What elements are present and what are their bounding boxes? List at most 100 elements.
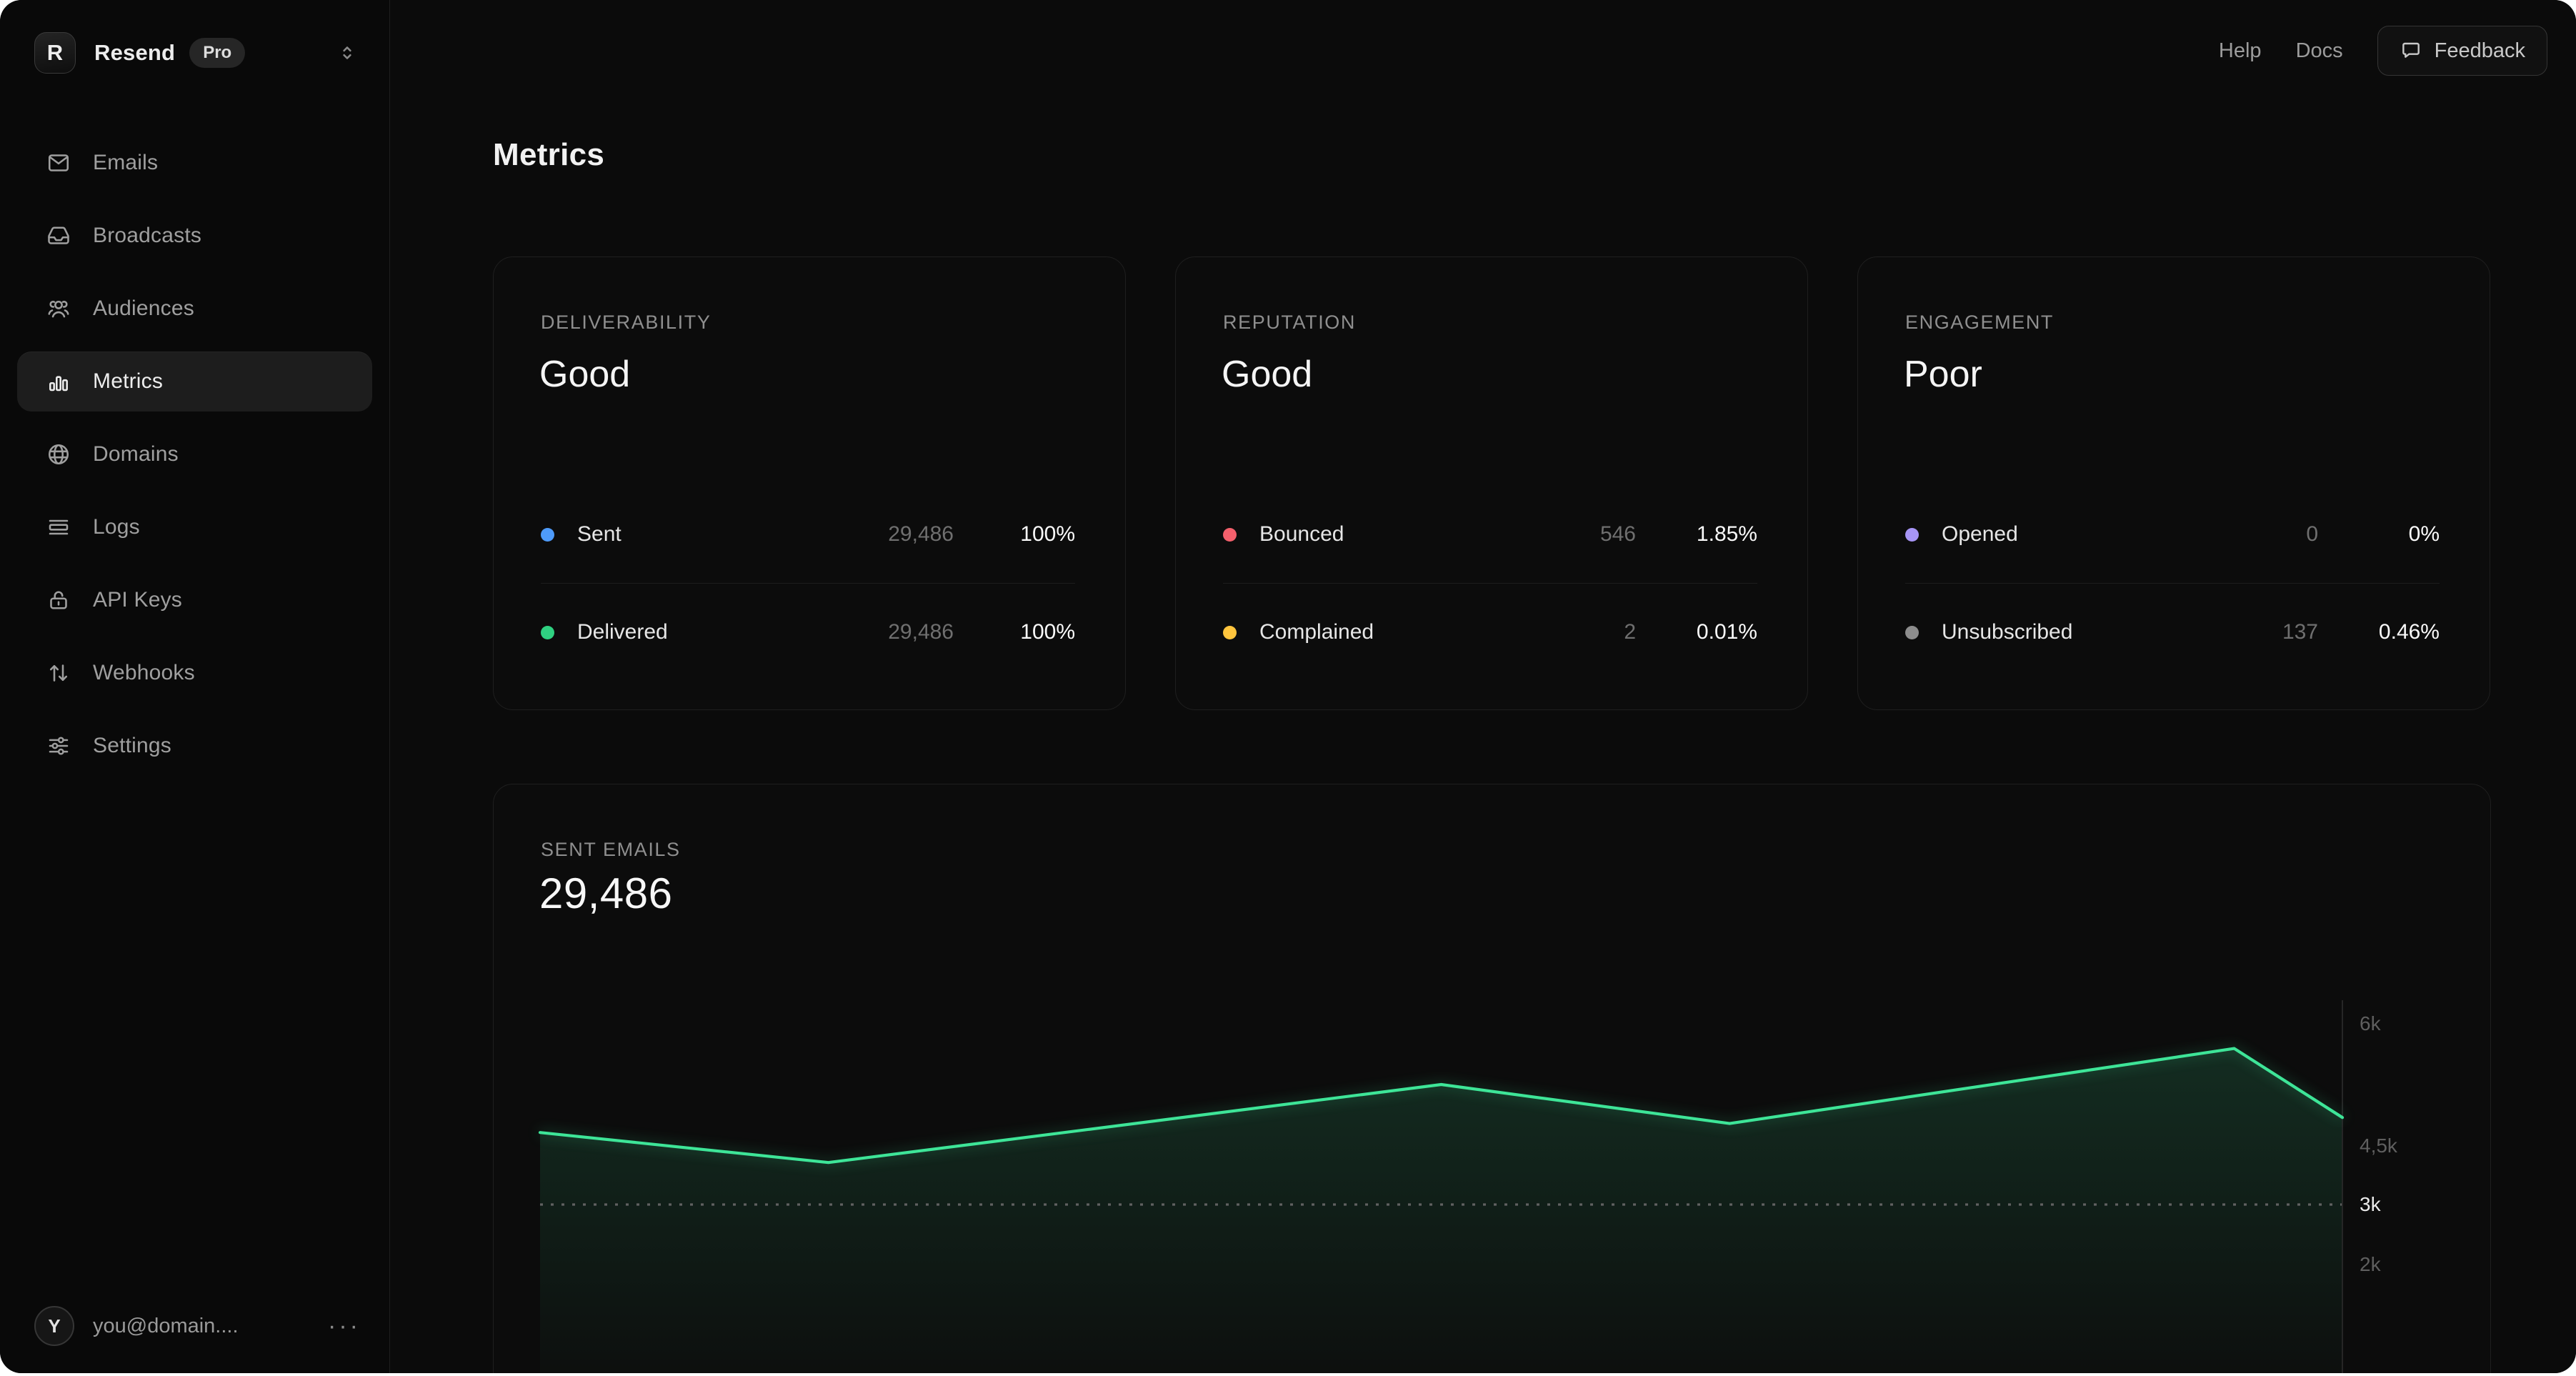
sidebar-item-webhooks[interactable]: Webhooks xyxy=(17,643,372,703)
sidebar-item-domains[interactable]: Domains xyxy=(17,424,372,484)
status-dot-icon xyxy=(1223,625,1237,639)
metric-value: 29,486 xyxy=(888,522,954,546)
metric-card-deliverability: DELIVERABILITY Good Sent 29,486 100% Delivere… xyxy=(493,256,1126,710)
card-status: Poor xyxy=(1904,354,1982,395)
status-dot-icon xyxy=(541,527,554,542)
y-axis-tick: 4,5k xyxy=(2360,1135,2397,1157)
chart-card-category: SENT EMAILS xyxy=(541,839,681,860)
metric-percent: 0% xyxy=(2408,522,2440,546)
metric-label: Bounced xyxy=(1259,522,1344,546)
status-dot-icon xyxy=(1905,527,1919,542)
envelope-icon xyxy=(46,150,71,176)
metric-label: Sent xyxy=(577,522,621,546)
divider xyxy=(1905,583,2440,584)
metric-percent: 0.46% xyxy=(2378,620,2440,644)
workspace-switcher[interactable]: R Resend Pro xyxy=(34,30,358,76)
metric-row: Opened 0 0% xyxy=(1905,500,2440,569)
status-dot-icon xyxy=(1223,527,1237,542)
rows-icon xyxy=(46,514,71,540)
chart-total-value: 29,486 xyxy=(539,869,673,917)
feedback-label: Feedback xyxy=(2434,39,2525,62)
metric-row: Bounced 546 1.85% xyxy=(1223,500,1757,569)
metric-row: Unsubscribed 137 0.46% xyxy=(1905,598,2440,667)
metric-value: 137 xyxy=(2282,620,2318,644)
card-category: ENGAGEMENT xyxy=(1905,311,2055,333)
sidebar-item-label: Metrics xyxy=(93,369,164,393)
status-dot-icon xyxy=(541,625,554,639)
metric-label: Complained xyxy=(1259,620,1374,644)
metric-percent: 100% xyxy=(1020,522,1075,546)
card-rows: Sent 29,486 100% Delivered 29,486 100% xyxy=(541,500,1075,667)
help-link[interactable]: Help xyxy=(2218,39,2262,62)
chat-bubble-icon xyxy=(2400,39,2422,62)
metric-value: 0 xyxy=(2306,522,2318,546)
sidebar-item-logs[interactable]: Logs xyxy=(17,497,372,557)
brand-name: Resend xyxy=(94,40,176,65)
sidebar-item-api-keys[interactable]: API Keys xyxy=(17,570,372,630)
metric-value: 29,486 xyxy=(888,620,954,644)
sidebar-nav: Emails Broadcasts Audiences Metrics Domains L… xyxy=(17,133,372,789)
resend-logo-icon: R xyxy=(34,32,76,74)
sidebar-item-label: Emails xyxy=(93,151,159,174)
y-axis-tick: 3k xyxy=(2360,1193,2381,1215)
area-fill xyxy=(540,1048,2342,1373)
metric-card-reputation: REPUTATION Good Bounced 546 1.85% Complained 2… xyxy=(1175,256,1808,710)
lock-icon xyxy=(46,587,71,613)
metric-label: Delivered xyxy=(577,620,668,644)
page-title: Metrics xyxy=(493,137,605,172)
divider xyxy=(1223,583,1757,584)
y-axis-tick: 6k xyxy=(2360,1012,2381,1035)
user-menu[interactable]: Y you@domain.... ··· xyxy=(34,1303,361,1349)
sliders-icon xyxy=(46,733,71,759)
sidebar-item-broadcasts[interactable]: Broadcasts xyxy=(17,206,372,266)
ellipsis-icon[interactable]: ··· xyxy=(328,1312,361,1340)
sidebar-item-label: Webhooks xyxy=(93,661,195,684)
metric-percent: 100% xyxy=(1020,620,1075,644)
arrows-up-down-icon xyxy=(46,660,71,686)
feedback-button[interactable]: Feedback xyxy=(2377,26,2547,76)
inbox-icon xyxy=(46,223,71,249)
avatar: Y xyxy=(34,1306,74,1346)
plan-badge: Pro xyxy=(189,38,246,68)
metric-row: Sent 29,486 100% xyxy=(541,500,1075,569)
summary-cards: DELIVERABILITY Good Sent 29,486 100% Delivere… xyxy=(493,256,2490,710)
sent-emails-card: SENT EMAILS 29,486 6k 4,5k 3k 2k xyxy=(493,784,2491,1373)
divider xyxy=(541,583,1075,584)
people-icon xyxy=(46,296,71,321)
sidebar-item-metrics[interactable]: Metrics xyxy=(17,352,372,412)
card-rows: Bounced 546 1.85% Complained 2 0.01% xyxy=(1223,500,1757,667)
sidebar-item-label: API Keys xyxy=(93,588,182,612)
sidebar-item-emails[interactable]: Emails xyxy=(17,133,372,193)
unfold-chevron-icon[interactable] xyxy=(336,42,358,64)
sidebar-item-label: Audiences xyxy=(93,296,194,320)
card-status: Good xyxy=(539,354,631,395)
metric-percent: 1.85% xyxy=(1696,522,1757,546)
metric-value: 2 xyxy=(1624,620,1636,644)
y-axis-tick: 2k xyxy=(2360,1253,2381,1275)
user-email: you@domain.... xyxy=(93,1314,239,1337)
metric-value: 546 xyxy=(1599,522,1636,546)
metric-row: Complained 2 0.01% xyxy=(1223,598,1757,667)
sidebar-item-audiences[interactable]: Audiences xyxy=(17,279,372,339)
bar-chart-icon xyxy=(46,369,71,394)
sidebar-item-label: Settings xyxy=(93,734,171,757)
card-category: DELIVERABILITY xyxy=(541,311,712,333)
sidebar-item-settings[interactable]: Settings xyxy=(17,716,372,776)
metric-label: Unsubscribed xyxy=(1942,620,2073,644)
metric-row: Delivered 29,486 100% xyxy=(541,598,1075,667)
metric-percent: 0.01% xyxy=(1696,620,1757,644)
docs-link[interactable]: Docs xyxy=(2295,39,2343,62)
card-status: Good xyxy=(1222,354,1313,395)
status-dot-icon xyxy=(1905,625,1919,639)
sidebar-item-label: Logs xyxy=(93,515,140,539)
sent-emails-line xyxy=(538,1047,2345,1165)
main-content: Help Docs Feedback Metrics DELIVERABILIT… xyxy=(390,0,2576,1373)
sidebar-item-label: Broadcasts xyxy=(93,224,202,247)
sent-emails-chart[interactable] xyxy=(494,984,2490,1373)
metric-card-engagement: ENGAGEMENT Poor Opened 0 0% Unsubscribed 137 0.… xyxy=(1857,256,2490,710)
card-rows: Opened 0 0% Unsubscribed 137 0.46% xyxy=(1905,500,2440,667)
globe-icon xyxy=(46,442,71,467)
sidebar-item-label: Domains xyxy=(93,442,179,466)
metric-label: Opened xyxy=(1942,522,2018,546)
